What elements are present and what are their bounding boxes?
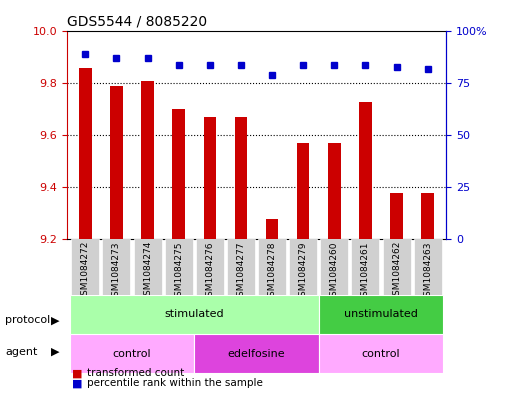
- Text: GSM1084261: GSM1084261: [361, 241, 370, 301]
- FancyBboxPatch shape: [165, 239, 193, 295]
- Bar: [110, 86, 123, 239]
- Text: ■: ■: [72, 378, 82, 388]
- Text: GSM1084273: GSM1084273: [112, 241, 121, 301]
- Text: GSM1084262: GSM1084262: [392, 241, 401, 301]
- Bar: [204, 117, 216, 239]
- FancyBboxPatch shape: [351, 239, 380, 295]
- Text: protocol: protocol: [5, 315, 50, 325]
- Bar: [142, 81, 154, 239]
- Bar: [70, 295, 319, 334]
- Bar: [319, 295, 443, 334]
- Bar: [390, 193, 403, 239]
- Text: ▶: ▶: [51, 315, 60, 325]
- Text: agent: agent: [5, 347, 37, 357]
- Bar: [70, 334, 194, 373]
- Bar: [359, 102, 371, 239]
- FancyBboxPatch shape: [227, 239, 255, 295]
- Text: ■: ■: [72, 368, 82, 378]
- Text: control: control: [362, 349, 400, 359]
- FancyBboxPatch shape: [289, 239, 317, 295]
- Text: GSM1084279: GSM1084279: [299, 241, 308, 301]
- Text: percentile rank within the sample: percentile rank within the sample: [87, 378, 263, 388]
- Bar: [79, 68, 92, 239]
- Text: GSM1084278: GSM1084278: [268, 241, 277, 301]
- Text: ▶: ▶: [51, 347, 60, 357]
- Text: GSM1084277: GSM1084277: [236, 241, 245, 301]
- Text: stimulated: stimulated: [165, 309, 224, 320]
- Text: GDS5544 / 8085220: GDS5544 / 8085220: [67, 15, 207, 29]
- Text: GSM1084263: GSM1084263: [423, 241, 432, 301]
- Bar: [421, 193, 434, 239]
- Bar: [172, 109, 185, 239]
- Bar: [194, 334, 319, 373]
- Text: GSM1084275: GSM1084275: [174, 241, 183, 301]
- FancyBboxPatch shape: [133, 239, 162, 295]
- FancyBboxPatch shape: [103, 239, 130, 295]
- Text: control: control: [113, 349, 151, 359]
- Bar: [328, 143, 341, 239]
- FancyBboxPatch shape: [413, 239, 442, 295]
- Text: GSM1084276: GSM1084276: [205, 241, 214, 301]
- FancyBboxPatch shape: [320, 239, 348, 295]
- FancyBboxPatch shape: [383, 239, 410, 295]
- Bar: [235, 117, 247, 239]
- Text: GSM1084274: GSM1084274: [143, 241, 152, 301]
- Text: GSM1084272: GSM1084272: [81, 241, 90, 301]
- Text: GSM1084260: GSM1084260: [330, 241, 339, 301]
- Text: transformed count: transformed count: [87, 368, 185, 378]
- FancyBboxPatch shape: [196, 239, 224, 295]
- Bar: [266, 219, 278, 239]
- Bar: [297, 143, 309, 239]
- FancyBboxPatch shape: [258, 239, 286, 295]
- Bar: [319, 334, 443, 373]
- Text: unstimulated: unstimulated: [344, 309, 418, 320]
- Text: edelfosine: edelfosine: [228, 349, 285, 359]
- FancyBboxPatch shape: [71, 239, 100, 295]
